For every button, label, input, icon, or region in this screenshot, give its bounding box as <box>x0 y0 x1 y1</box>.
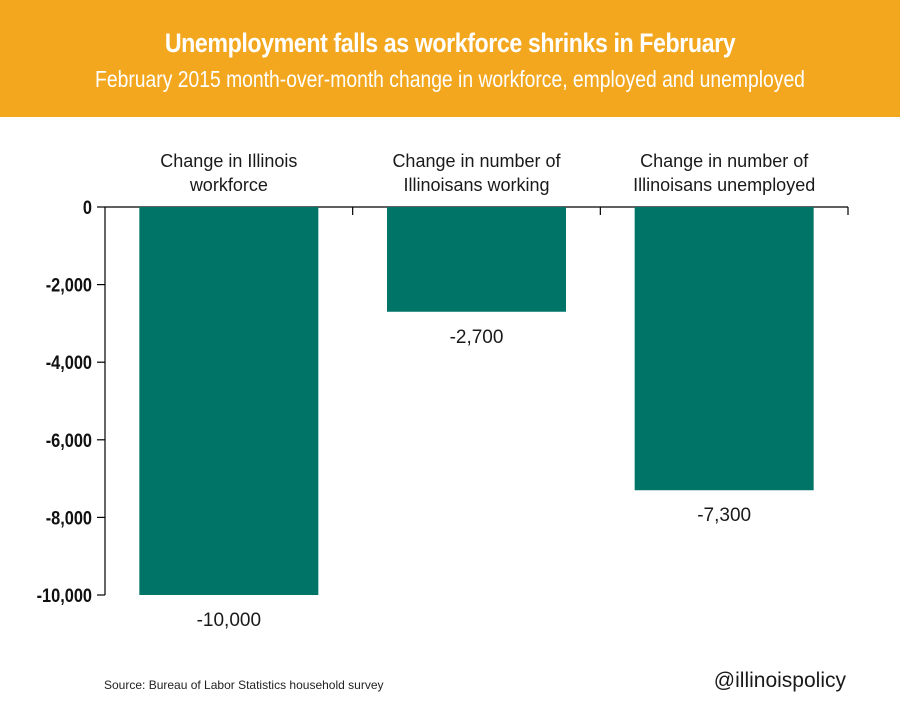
y-axis: 0 -2,000 -4,000 -6,000 -8,000 -10,000 <box>37 197 106 606</box>
category-label: Change in Illinois <box>160 151 297 171</box>
y-tick-label: -2,000 <box>46 274 92 295</box>
source-note: Source: Bureau of Labor Statistics house… <box>104 678 384 692</box>
category-labels: Change in Illinois workforce Change in num… <box>160 151 815 195</box>
data-label: -7,300 <box>697 505 751 526</box>
y-tick-label: -4,000 <box>46 352 92 373</box>
y-tick-label: -6,000 <box>46 430 92 451</box>
category-label: Illinoisans working <box>403 175 549 195</box>
twitter-handle: @illinoispolicy <box>713 669 846 692</box>
chart-subtitle: February 2015 month-over-month change in… <box>95 66 805 92</box>
chart-title: Unemployment falls as workforce shrinks … <box>164 28 736 58</box>
category-label: workforce <box>189 175 268 195</box>
data-labels: -10,000 -2,700 -7,300 <box>197 327 751 631</box>
bar <box>634 207 814 491</box>
bar-chart: Change in Illinois workforce Change in num… <box>37 151 849 631</box>
title-banner: Unemployment falls as workforce shrinks … <box>0 0 900 117</box>
bars <box>139 207 814 595</box>
data-label: -2,700 <box>450 327 504 348</box>
bar <box>139 207 319 595</box>
y-tick-label: -8,000 <box>46 507 92 528</box>
category-label: Change in number of <box>392 151 561 171</box>
y-tick-label: 0 <box>83 197 92 218</box>
data-label: -10,000 <box>197 610 261 631</box>
y-tick-label: -10,000 <box>37 585 93 606</box>
category-label: Change in number of <box>640 151 809 171</box>
bar <box>387 207 566 312</box>
category-label: Illinoisans unemployed <box>633 175 815 195</box>
